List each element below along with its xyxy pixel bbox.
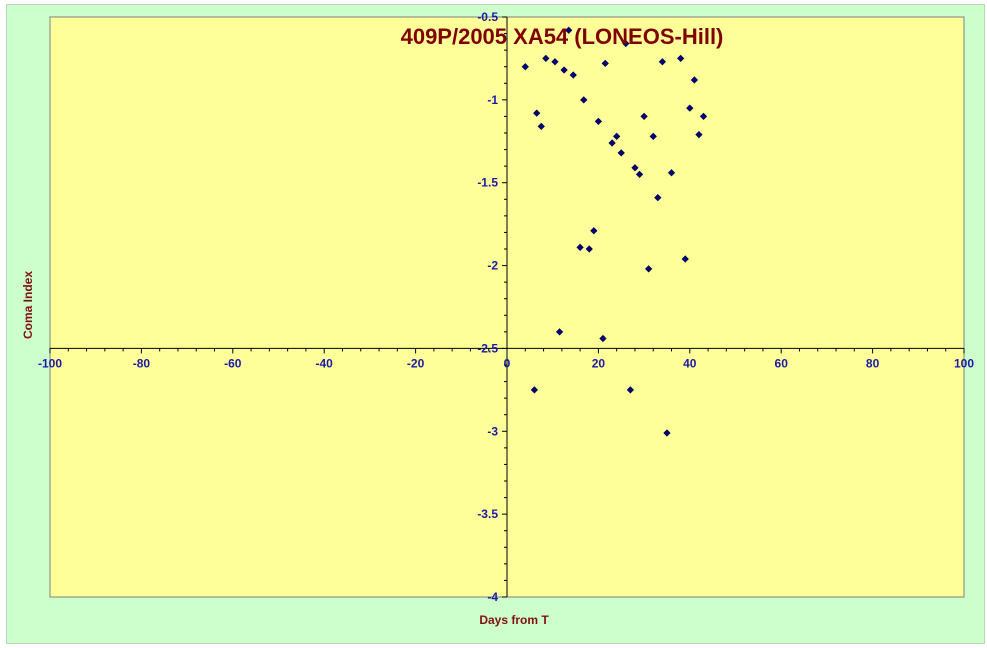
x-tick-label: -40 [316,356,334,370]
y-tick-label: -3 [487,424,498,438]
data-point [677,54,685,63]
data-point [530,386,539,394]
data-point [645,265,653,273]
data-point [631,164,639,172]
data-point [585,245,593,253]
data-point [521,63,529,71]
x-axis-title: Days from T [479,613,549,627]
data-point [649,132,657,140]
data-point [542,54,550,63]
data-point [580,96,588,104]
data-point [658,58,667,66]
y-axis-title: Coma Index [21,271,35,339]
y-tick-label: -1.5 [477,176,498,190]
x-tick-label: 40 [683,356,697,370]
data-points [521,26,708,437]
data-point [617,149,625,157]
y-tick-label: -2 [487,259,498,273]
data-point [565,26,573,34]
x-tick-label: -80 [133,356,151,370]
x-tick-label: 60 [775,356,789,370]
x-tick-label: -20 [407,356,425,370]
data-point [654,194,662,202]
data-point [569,71,577,79]
y-tick-label: -1 [487,93,498,107]
x-tick-label: -60 [224,356,242,370]
data-point [663,429,671,437]
data-point [690,76,698,84]
data-point [635,170,644,179]
data-point [555,328,564,336]
data-point [667,169,676,177]
data-point [601,59,609,68]
data-point [608,139,616,147]
x-tick-label: 0 [504,356,511,370]
data-point [613,132,621,140]
x-tick-label: 80 [866,356,880,370]
y-tick-label: -4 [487,590,498,604]
data-point [626,386,635,394]
data-point [686,104,694,112]
data-point [576,243,584,251]
chart-title: 409P/2005 XA54 (LONEOS-Hill) [401,24,724,49]
data-point [594,117,603,126]
data-point [537,122,545,130]
x-tick-label: 100 [954,356,974,370]
data-point [622,39,630,48]
y-tick-label: -2.5 [477,341,498,355]
data-point [590,227,598,235]
data-point [599,334,607,343]
x-tick-label: 20 [592,356,606,370]
data-point [560,66,568,74]
axes: -100 -80 -60 -40 -20 0 20 40 60 80 100 -0.5 -1 -1.5 -2… [38,10,974,604]
data-point [640,112,648,121]
data-point [551,58,559,66]
data-point [699,112,708,121]
data-point [695,131,703,139]
y-tick-label: -3.5 [477,507,498,521]
data-point [681,255,689,263]
y-tick-label: -0.5 [477,10,498,24]
data-point [533,109,541,117]
x-tick-label: -100 [38,356,62,370]
